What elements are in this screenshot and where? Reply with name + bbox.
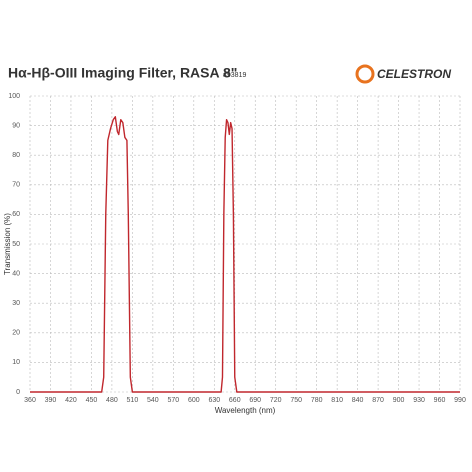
x-tick-label: 690 bbox=[249, 397, 261, 404]
logo-icon bbox=[355, 64, 375, 84]
x-tick-label: 930 bbox=[413, 397, 425, 404]
x-tick-label: 450 bbox=[86, 397, 98, 404]
x-tick-label: 960 bbox=[434, 397, 446, 404]
x-tick-label: 510 bbox=[127, 397, 139, 404]
x-tick-label: 660 bbox=[229, 397, 241, 404]
y-tick-label: 70 bbox=[12, 182, 20, 189]
x-tick-label: 360 bbox=[24, 397, 36, 404]
x-tick-label: 720 bbox=[270, 397, 282, 404]
x-tick-label: 390 bbox=[45, 397, 57, 404]
x-tick-label: 990 bbox=[454, 397, 466, 404]
x-tick-label: 540 bbox=[147, 397, 159, 404]
y-tick-label: 10 bbox=[12, 359, 20, 366]
y-tick-label: 80 bbox=[12, 152, 20, 159]
y-tick-label: 50 bbox=[12, 241, 20, 248]
x-tick-label: 750 bbox=[290, 397, 302, 404]
data-line bbox=[30, 116, 460, 393]
x-tick-label: 480 bbox=[106, 397, 118, 404]
x-tick-label: 900 bbox=[393, 397, 405, 404]
x-tick-label: 600 bbox=[188, 397, 200, 404]
brand-name: CELESTRON bbox=[377, 67, 451, 81]
y-axis-label: Transmission (%) bbox=[3, 213, 12, 275]
logo: CELESTRON bbox=[355, 64, 451, 84]
x-tick-label: 870 bbox=[372, 397, 384, 404]
y-tick-label: 60 bbox=[12, 211, 20, 218]
y-tick-label: 20 bbox=[12, 330, 20, 337]
x-tick-label: 780 bbox=[311, 397, 323, 404]
x-tick-label: 630 bbox=[208, 397, 220, 404]
x-tick-label: 570 bbox=[167, 397, 179, 404]
chart-title: Hα-Hβ-OIII Imaging Filter, RASA 8" bbox=[8, 65, 237, 81]
x-axis-label: Wavelength (nm) bbox=[215, 406, 276, 415]
x-tick-label: 810 bbox=[331, 397, 343, 404]
y-tick-label: 0 bbox=[16, 389, 20, 396]
chart-subtitle: #93819 bbox=[223, 72, 246, 79]
y-tick-label: 30 bbox=[12, 300, 20, 307]
x-tick-label: 840 bbox=[352, 397, 364, 404]
y-tick-label: 100 bbox=[8, 93, 20, 100]
y-tick-label: 40 bbox=[12, 270, 20, 277]
y-tick-label: 90 bbox=[12, 122, 20, 129]
x-tick-label: 420 bbox=[65, 397, 77, 404]
